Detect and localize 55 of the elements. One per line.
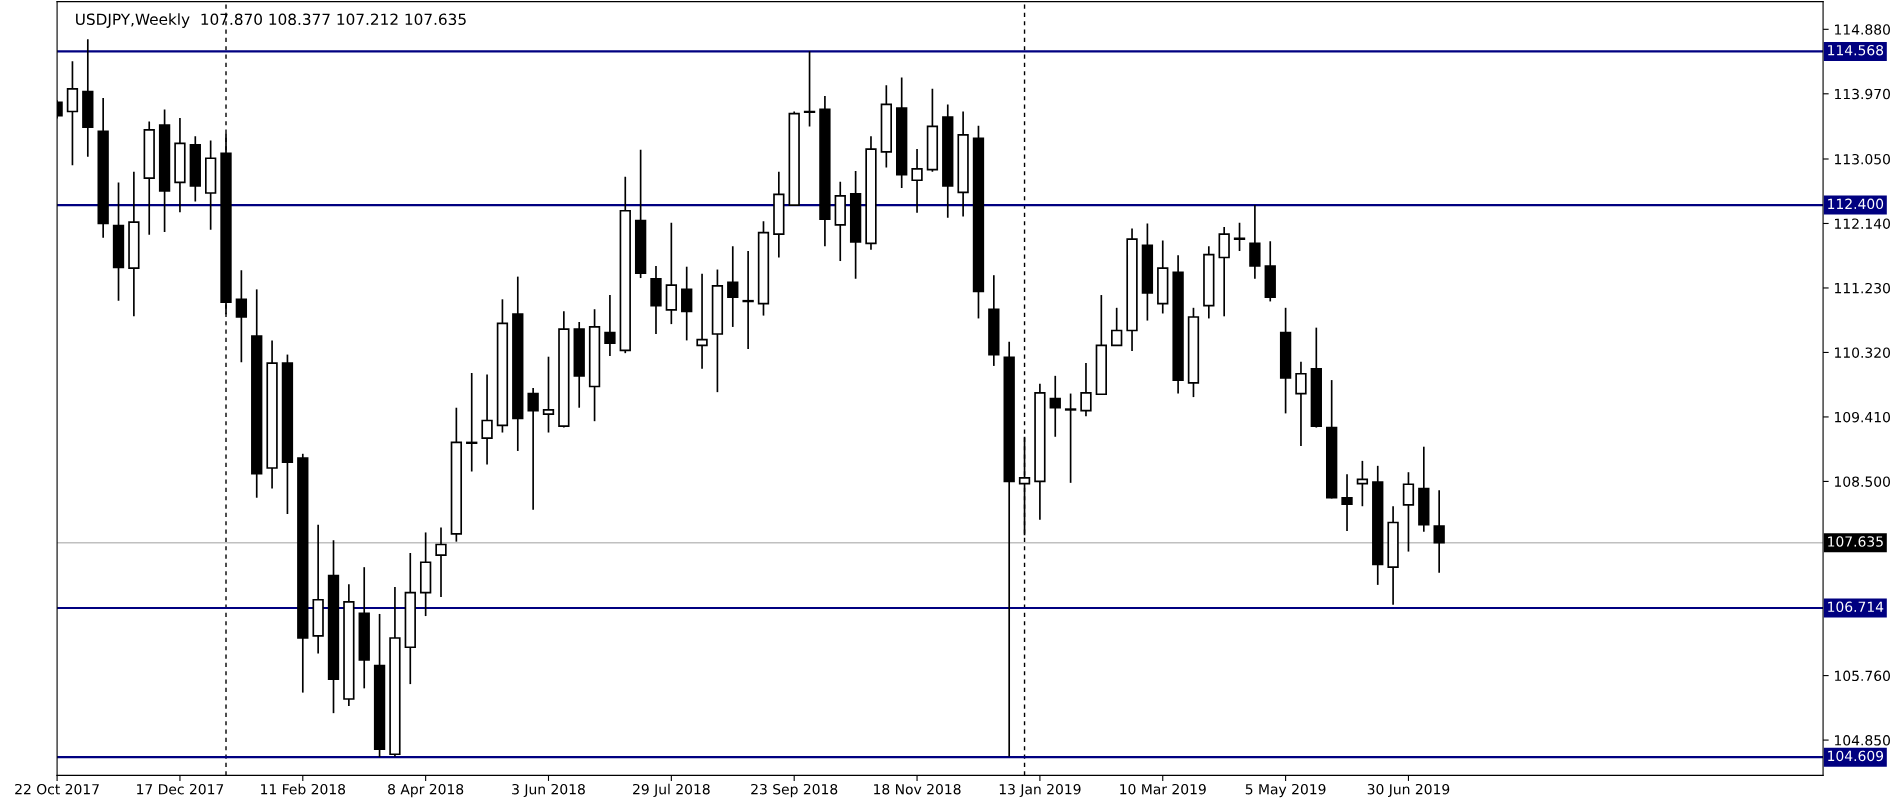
candlestick bbox=[1341, 473, 1353, 532]
candlestick bbox=[1433, 489, 1445, 574]
candlestick bbox=[435, 526, 447, 598]
y-tick-label: 113.050 bbox=[1835, 153, 1890, 165]
x-tick-label: 30 Jun 2019 bbox=[1367, 783, 1450, 798]
candlestick bbox=[466, 372, 478, 473]
candlestick bbox=[604, 294, 616, 357]
candlestick bbox=[1049, 375, 1061, 438]
candlestick bbox=[1233, 221, 1246, 252]
x-tick-label: 5 May 2019 bbox=[1245, 783, 1326, 798]
candlestick bbox=[681, 265, 693, 342]
ref-line-label: 107.635 bbox=[1828, 536, 1883, 547]
candlestick bbox=[1402, 471, 1415, 553]
x-tick-label: 3 Jun 2018 bbox=[512, 783, 585, 798]
y-tick-label: 105.760 bbox=[1835, 670, 1890, 682]
candlestick bbox=[727, 245, 739, 328]
x-tick-label: 22 Oct 2017 bbox=[15, 783, 99, 795]
candlestick bbox=[66, 60, 79, 167]
y-tick-label: 111.230 bbox=[1835, 282, 1890, 294]
x-tick-label: 10 Mar 2019 bbox=[1120, 783, 1206, 795]
candlestick bbox=[527, 387, 539, 511]
candlestick bbox=[742, 250, 754, 350]
x-tick-label: 13 Jan 2019 bbox=[999, 783, 1081, 798]
y-tick-label: 108.500 bbox=[1835, 476, 1890, 487]
candlestick bbox=[481, 373, 493, 466]
candlestick bbox=[911, 148, 923, 214]
x-tick-label: 29 Jul 2018 bbox=[633, 783, 710, 798]
candlestick bbox=[1111, 306, 1123, 347]
y-tick-label: 109.410 bbox=[1835, 411, 1890, 423]
candlestick bbox=[1018, 435, 1031, 537]
y-tick-label: 114.880 bbox=[1835, 24, 1890, 35]
candlestick bbox=[1356, 460, 1369, 508]
candlestick bbox=[235, 269, 248, 364]
candlestick bbox=[803, 50, 816, 128]
candlestick bbox=[1218, 226, 1230, 318]
x-tick-label: 18 Nov 2018 bbox=[874, 783, 961, 795]
x-tick-label: 23 Sep 2018 bbox=[751, 783, 838, 798]
y-tick-label: 113.970 bbox=[1835, 88, 1890, 100]
y-tick-label: 112.140 bbox=[1835, 218, 1890, 229]
x-tick-label: 11 Feb 2018 bbox=[261, 783, 346, 795]
candlestick bbox=[1295, 360, 1307, 447]
ref-line-label: 112.400 bbox=[1828, 198, 1884, 210]
candlestick bbox=[1249, 204, 1261, 280]
text: USDJPY,Weekly 107.870 108.377 107.212 107.635 bbox=[76, 13, 466, 28]
candlestick bbox=[1080, 362, 1092, 418]
ref-line-label: 114.568 bbox=[1828, 44, 1884, 56]
candlestick bbox=[542, 355, 555, 434]
x-tick-label: 17 Dec 2017 bbox=[137, 783, 224, 795]
ref-line-label: 106.714 bbox=[1828, 601, 1884, 613]
candlestick bbox=[696, 272, 708, 370]
y-tick-label: 104.850 bbox=[1835, 735, 1890, 746]
ref-line-label: 104.609 bbox=[1828, 750, 1884, 762]
candlestick bbox=[1064, 392, 1077, 484]
y-tick-label: 110.320 bbox=[1835, 347, 1890, 358]
x-tick-label: 8 Apr 2018 bbox=[388, 783, 464, 798]
